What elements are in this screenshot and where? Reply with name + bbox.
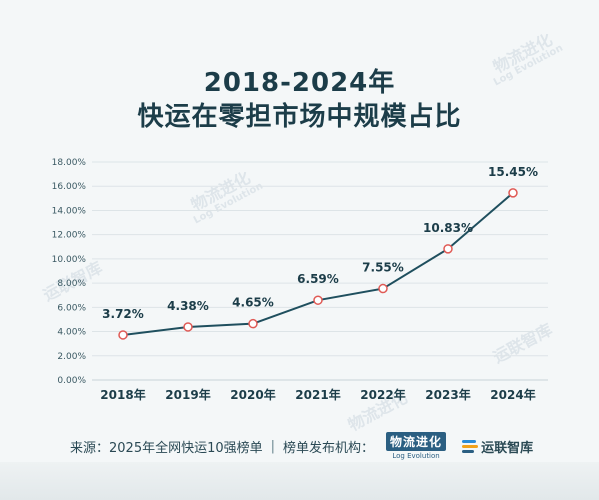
chart-title-line1: 2018-2024年 [203, 68, 396, 98]
yunlian-mark-icon [462, 439, 479, 453]
series-line [122, 192, 514, 336]
data-point [313, 295, 323, 305]
data-label: 7.55% [362, 261, 404, 275]
data-label: 3.72% [102, 307, 144, 321]
publisher-label: 榜单发布机构： [283, 440, 375, 456]
chart-title-line2: 快运在零担市场中规模占比 [137, 102, 462, 132]
footer-separator: | [270, 438, 276, 454]
x-tick-label: 2023年 [425, 387, 470, 402]
y-tick-label: 6.00% [57, 303, 86, 313]
line-chart: 0.00% 2.00% 4.00% 6.00% 8.00% 10.00% 12.00% 14.… [52, 158, 548, 402]
x-tick-label: 2020年 [230, 387, 275, 402]
bottom-decoration [0, 462, 599, 500]
data-point [378, 283, 388, 294]
data-point [183, 322, 193, 332]
y-tick-label: 16.00% [52, 182, 87, 192]
source-text: 来源：2025年全网快运10强榜单 [70, 440, 263, 456]
x-tick-label: 2019年 [165, 387, 210, 402]
data-label: 10.83% [423, 221, 473, 235]
footer: 来源：2025年全网快运10强榜单 | 榜单发布机构： 物流进化 Log Evo… [70, 432, 533, 460]
logo-sub-text: Log Evolution [392, 452, 440, 460]
log-evolution-logo: 物流进化 Log Evolution [386, 432, 447, 460]
data-point [248, 318, 258, 329]
x-tick-label: 2022年 [360, 387, 405, 402]
yunlian-text: 运联智库 [481, 440, 534, 456]
x-tick-label: 2024年 [490, 387, 535, 402]
y-tick-label: 2.00% [57, 352, 86, 362]
data-label: 4.38% [167, 299, 209, 313]
yunlian-logo: 运联智库 [462, 437, 533, 456]
logo-main-text: 物流进化 [386, 432, 447, 451]
y-tick-label: 8.00% [57, 279, 86, 289]
x-tick-label: 2018年 [100, 387, 145, 402]
x-tick-label: 2021年 [295, 387, 340, 402]
y-tick-label: 14.00% [52, 206, 87, 216]
data-point [508, 188, 518, 198]
data-label: 6.59% [297, 272, 339, 286]
y-tick-label: 10.00% [52, 255, 87, 265]
y-tick-label: 4.00% [57, 328, 86, 338]
y-tick-label: 18.00% [52, 158, 87, 168]
data-point [118, 330, 128, 340]
y-tick-label: 0.00% [57, 376, 86, 386]
data-label: 15.45% [488, 165, 538, 179]
y-tick-label: 12.00% [52, 231, 87, 241]
data-point [443, 244, 453, 254]
data-label: 4.65% [232, 296, 274, 310]
